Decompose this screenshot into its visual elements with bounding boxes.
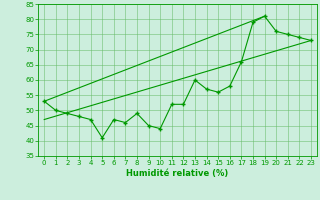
X-axis label: Humidité relative (%): Humidité relative (%) bbox=[126, 169, 229, 178]
